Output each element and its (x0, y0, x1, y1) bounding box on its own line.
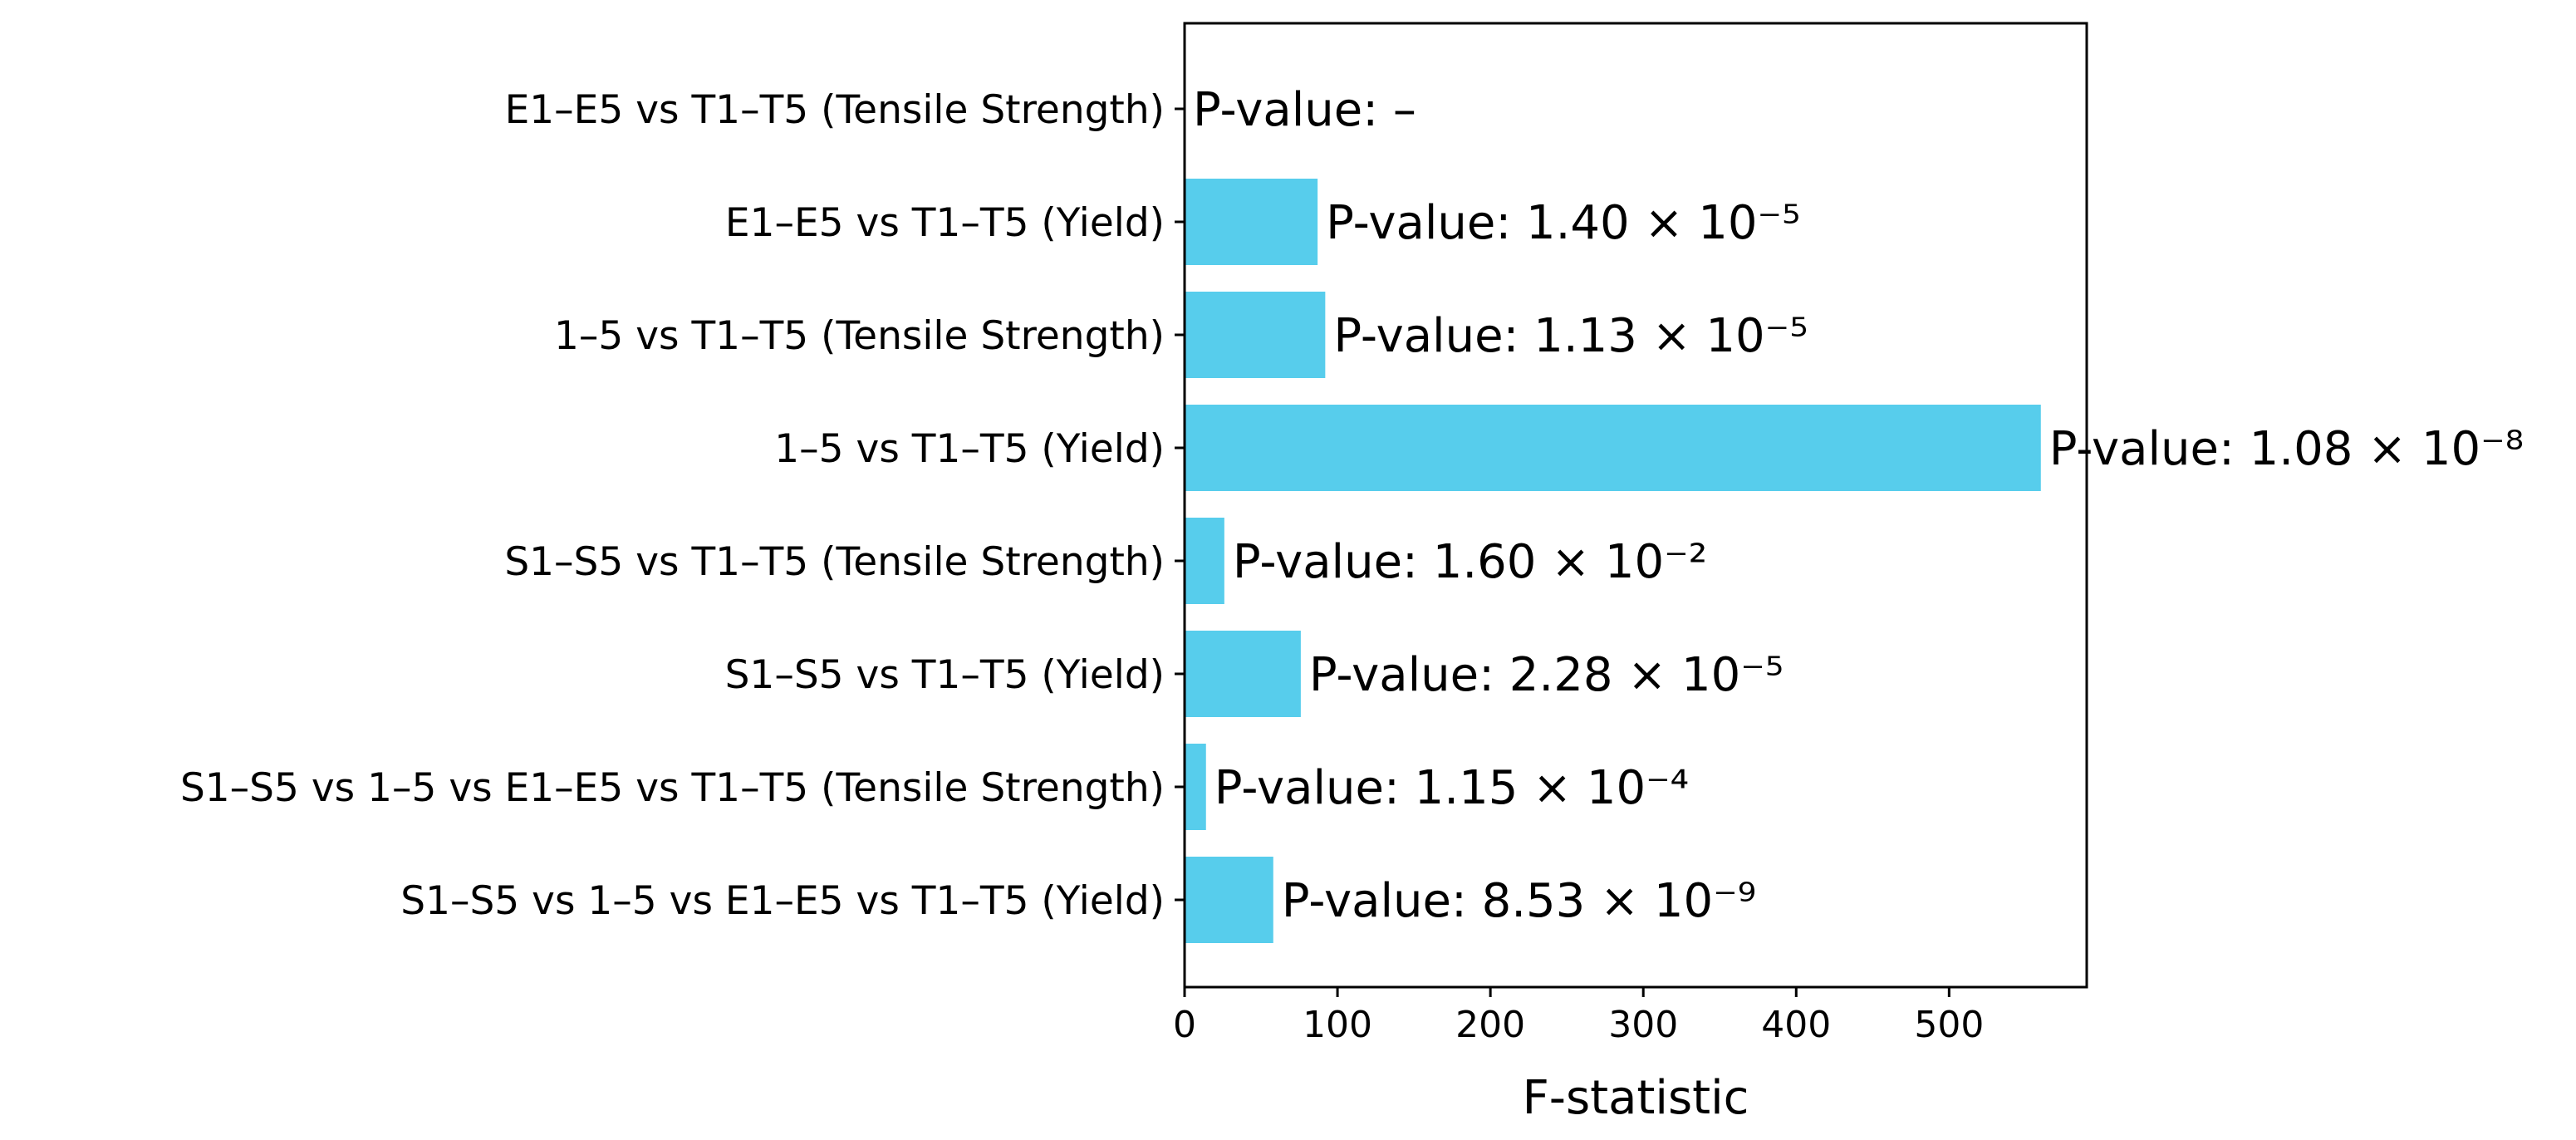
p-value-label-4: P-value: 1.60 × 10⁻² (1233, 535, 1707, 589)
bar-1 (1185, 179, 1318, 265)
bar-6 (1185, 744, 1206, 830)
x-ticks: 0 100 200 300 400 500 (1173, 987, 1984, 1046)
bar-2 (1185, 292, 1326, 378)
category-label-6: S1–S5 vs 1–5 vs E1–E5 vs T1–T5 (Tensile … (180, 765, 1165, 811)
p-value-label-3: P-value: 1.08 × 10⁻⁸ (2049, 422, 2524, 476)
p-value-label-7: P-value: 8.53 × 10⁻⁹ (1282, 874, 1756, 928)
category-label-1: E1–E5 vs T1–T5 (Yield) (725, 200, 1165, 246)
x-tick-label-3: 300 (1608, 1004, 1678, 1046)
bar-4 (1185, 518, 1224, 604)
category-label-0: E1–E5 vs T1–T5 (Tensile Strength) (505, 87, 1165, 133)
annotations-layer: P-value: – P-value: 1.40 × 10⁻⁵ P-value: 1… (1193, 83, 2524, 928)
x-axis-title: F-statistic (1523, 1071, 1749, 1125)
x-tick-label-5: 500 (1914, 1004, 1984, 1046)
category-label-2: 1–5 vs T1–T5 (Tensile Strength) (554, 313, 1165, 359)
category-label-3: 1–5 vs T1–T5 (Yield) (774, 426, 1165, 472)
x-tick-label-4: 400 (1761, 1004, 1831, 1046)
bars-layer (1185, 179, 2041, 943)
bar-5 (1185, 631, 1301, 717)
plot-frame (1183, 22, 2088, 989)
category-label-4: S1–S5 vs T1–T5 (Tensile Strength) (504, 539, 1165, 585)
y-tick-labels: E1–E5 vs T1–T5 (Tensile Strength) E1–E5 v… (180, 87, 1185, 924)
x-tick-label-2: 200 (1455, 1004, 1525, 1046)
bar-7 (1185, 857, 1273, 943)
p-value-label-2: P-value: 1.13 × 10⁻⁵ (1333, 309, 1808, 363)
bar-3 (1185, 405, 2041, 491)
p-value-label-5: P-value: 2.28 × 10⁻⁵ (1309, 648, 1784, 702)
p-value-label-6: P-value: 1.15 × 10⁻⁴ (1214, 761, 1689, 815)
category-label-7: S1–S5 vs 1–5 vs E1–E5 vs T1–T5 (Yield) (400, 878, 1165, 924)
category-label-5: S1–S5 vs T1–T5 (Yield) (725, 652, 1165, 698)
p-value-label-1: P-value: 1.40 × 10⁻⁵ (1326, 196, 1800, 250)
x-tick-label-1: 100 (1303, 1004, 1372, 1046)
x-tick-label-0: 0 (1173, 1004, 1196, 1046)
p-value-label-0: P-value: – (1193, 83, 1416, 137)
